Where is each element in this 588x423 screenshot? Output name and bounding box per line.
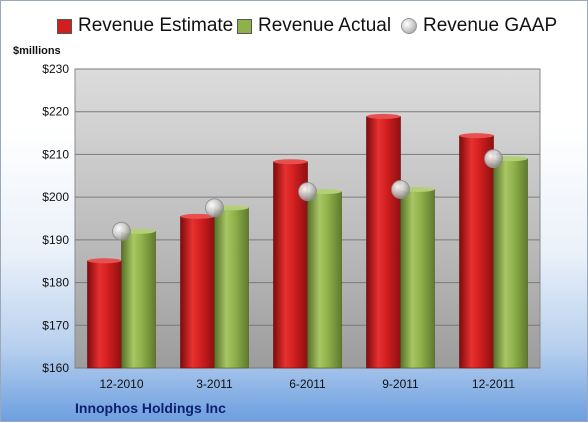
legend-item-estimate: Revenue Estimate xyxy=(57,15,233,37)
bar-revenue-actual-12-2011 xyxy=(493,158,528,369)
x-tick-label: 12-2010 xyxy=(99,377,143,391)
bar-revenue-estimate-9-2011 xyxy=(366,116,401,369)
legend-label-actual: Revenue Actual xyxy=(258,15,392,36)
bar-revenue-actual-9-2011 xyxy=(400,189,435,369)
bar-revenue-estimate-12-2010 xyxy=(87,260,122,369)
legend-marker-gaap xyxy=(401,18,417,34)
bar-revenue-actual-12-2010 xyxy=(121,231,156,369)
y-tick-label: $170 xyxy=(42,318,69,332)
legend-swatch-actual xyxy=(237,18,252,34)
bar-revenue-estimate-3-2011 xyxy=(180,216,215,369)
marker-revenue-gaap-6-2011 xyxy=(298,182,317,201)
legend-item-gaap: Revenue GAAP xyxy=(401,15,557,37)
chart-title: Innophos Holdings Inc xyxy=(75,400,226,416)
x-tick-label: 9-2011 xyxy=(382,377,419,391)
x-tick-label: 6-2011 xyxy=(289,377,326,391)
bar-top-estimate-12-2011 xyxy=(459,133,494,139)
y-tick-label: $190 xyxy=(42,233,69,247)
marker-revenue-gaap-12-2011 xyxy=(484,149,503,169)
y-tick-label: $210 xyxy=(42,147,69,161)
legend-swatch-estimate xyxy=(57,18,72,34)
y-tick-label: $230 xyxy=(42,62,69,76)
y-axis-unit-label: $millions xyxy=(13,45,61,57)
bar-top-estimate-12-2010 xyxy=(87,258,122,264)
legend-label-estimate: Revenue Estimate xyxy=(78,15,234,36)
y-tick-label: $200 xyxy=(42,190,69,204)
x-tick-label: 12-2011 xyxy=(472,377,515,391)
y-tick-label: $180 xyxy=(42,276,69,290)
x-tick-label: 3-2011 xyxy=(196,377,233,391)
y-tick-label: $160 xyxy=(42,361,69,375)
y-tick-label: $220 xyxy=(42,105,69,119)
legend-label-gaap: Revenue GAAP xyxy=(423,15,558,36)
bar-top-estimate-3-2011 xyxy=(180,213,215,219)
legend: Revenue Estimate Revenue Actual Revenue … xyxy=(1,15,588,45)
legend-item-actual: Revenue Actual xyxy=(237,15,391,37)
marker-revenue-gaap-9-2011 xyxy=(391,180,410,199)
bar-top-estimate-9-2011 xyxy=(366,113,401,119)
marker-revenue-gaap-3-2011 xyxy=(205,198,224,218)
bar-revenue-estimate-12-2011 xyxy=(459,135,494,369)
bar-revenue-actual-6-2011 xyxy=(307,191,342,369)
bar-top-estimate-6-2011 xyxy=(273,159,308,165)
marker-revenue-gaap-12-2010 xyxy=(112,221,131,241)
bar-revenue-actual-3-2011 xyxy=(214,207,249,369)
